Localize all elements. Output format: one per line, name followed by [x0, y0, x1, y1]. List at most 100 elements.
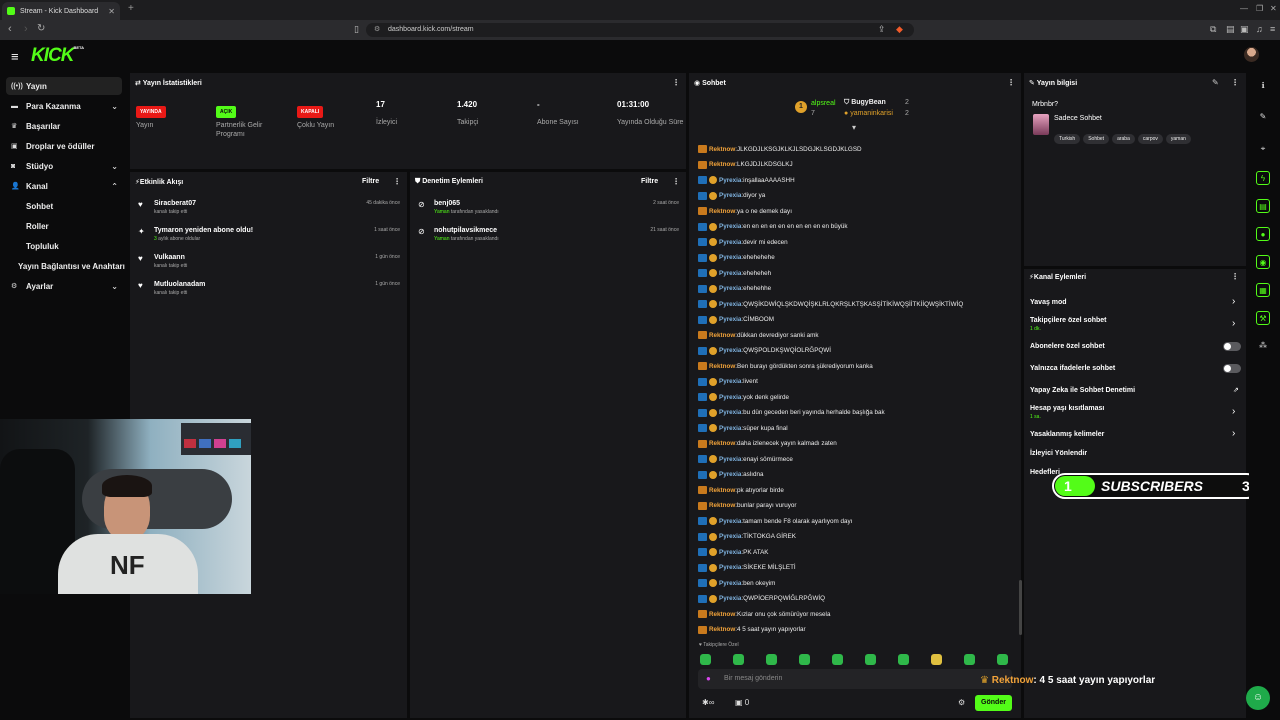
browser-tab[interactable]: Stream - Kick Dashboard ✕: [2, 2, 120, 20]
chat-username[interactable]: Rektnow: [709, 626, 736, 633]
close-window-icon[interactable]: ✕: [1270, 4, 1277, 13]
chat-username[interactable]: Pyrexia: [719, 517, 742, 525]
nav-sohbet[interactable]: Sohbet: [26, 202, 54, 211]
activity-filter-button[interactable]: Filtre: [362, 178, 380, 185]
extensions-icon[interactable]: ⧉: [1210, 24, 1217, 34]
tag[interactable]: Turkish: [1054, 134, 1081, 144]
chat-menu-icon[interactable]: ⋮: [1007, 78, 1015, 87]
chat-username[interactable]: Pyrexia: [719, 254, 742, 261]
gift-sub-icon[interactable]: ✱∞: [702, 698, 715, 707]
chat-username[interactable]: Rektnow: [709, 362, 736, 370]
share-nodes-icon[interactable]: ⁂: [1259, 341, 1267, 350]
moderation-menu-icon[interactable]: ⋮: [672, 177, 680, 186]
tag[interactable]: araba: [1112, 134, 1135, 144]
chat-username[interactable]: Pyrexia: [719, 316, 742, 323]
stream-category[interactable]: Sadece Sohbet: [1054, 115, 1102, 122]
chat-username[interactable]: Pyrexia: [719, 564, 742, 571]
back-icon[interactable]: ‹: [8, 23, 12, 35]
brave-shield-icon[interactable]: ◆: [896, 24, 903, 34]
chevron-right-icon[interactable]: ›: [1232, 428, 1236, 439]
external-link-icon[interactable]: ⇗: [1233, 387, 1239, 394]
chat-username[interactable]: Rektnow: [709, 145, 736, 153]
chat-username[interactable]: Pyrexia: [719, 269, 742, 277]
mic-icon[interactable]: ●: [706, 674, 711, 683]
chat-username[interactable]: Rektnow: [709, 161, 736, 168]
channel-actions-menu-icon[interactable]: ⋮: [1231, 272, 1239, 281]
emote-only-toggle[interactable]: [1223, 364, 1241, 373]
chat-username[interactable]: Pyrexia: [719, 471, 742, 478]
site-info-icon[interactable]: ⚙: [374, 26, 381, 33]
edit-icon[interactable]: ✎: [1212, 78, 1219, 87]
leader-first[interactable]: alpsreal: [811, 100, 836, 107]
points-display[interactable]: ▣ 0: [735, 698, 750, 707]
bookmark-icon[interactable]: ▯: [354, 24, 359, 34]
share-icon[interactable]: ⇪: [878, 24, 886, 34]
chat-username[interactable]: Pyrexia: [719, 176, 742, 184]
emote-icon[interactable]: [964, 654, 975, 665]
chat-username[interactable]: Rektnow: [709, 486, 736, 494]
user-avatar[interactable]: [1244, 47, 1259, 62]
chat-username[interactable]: Pyrexia: [719, 409, 742, 416]
chevron-right-icon[interactable]: ›: [1232, 406, 1236, 417]
minimize-icon[interactable]: —: [1240, 4, 1248, 13]
emote-icon[interactable]: [997, 654, 1008, 665]
pin-icon[interactable]: ▾: [852, 123, 857, 132]
chat-username[interactable]: Rektnow: [709, 207, 736, 215]
chat-input[interactable]: ● Bir mesaj gönderin: [698, 669, 1012, 689]
hamburger-menu-icon[interactable]: ≡: [11, 49, 19, 64]
chevron-right-icon[interactable]: ›: [1232, 318, 1236, 329]
kick-logo[interactable]: KICKBETA: [31, 45, 85, 66]
nav-roller[interactable]: Roller: [26, 222, 49, 231]
nav-studyo[interactable]: ◙ Stüdyo ⌄: [6, 157, 122, 175]
moderation-filter-button[interactable]: Filtre: [641, 178, 659, 185]
forward-icon[interactable]: ›: [24, 23, 28, 35]
chat-username[interactable]: Rektnow: [709, 502, 736, 509]
sidebar-icon[interactable]: ▤: [1226, 24, 1235, 34]
nav-yayin[interactable]: ((•)) Yayın: [6, 77, 122, 95]
nav-topluluk[interactable]: Topluluk: [26, 242, 59, 251]
chat-username[interactable]: Rektnow: [709, 440, 736, 447]
crosshair-icon[interactable]: ⌖: [1260, 144, 1266, 153]
reload-icon[interactable]: ↻: [37, 23, 46, 34]
broadcast-icon[interactable]: ◉: [1256, 255, 1270, 269]
leader-second[interactable]: ⛉ BugyBean: [844, 99, 886, 106]
chat-settings-icon[interactable]: ⚙: [958, 698, 966, 707]
nav-yayin-baglantisi[interactable]: Yayın Bağlantısı ve Anahtarı: [18, 262, 125, 271]
emote-icon[interactable]: [733, 654, 744, 665]
banned-words-action[interactable]: Yasaklanmış kelimeler: [1030, 431, 1105, 438]
chat-username[interactable]: Pyrexia: [719, 579, 742, 587]
storage-icon[interactable]: ▦: [1256, 283, 1270, 297]
goals-action[interactable]: Hedefleri: [1030, 469, 1060, 476]
followers-only-action[interactable]: Takipçilere özel sohbet: [1030, 317, 1107, 324]
account-age-action[interactable]: Hesap yaşı kısıtlaması: [1030, 405, 1105, 412]
nav-ayarlar[interactable]: ⚙ Ayarlar ⌄: [6, 277, 122, 295]
chat-username[interactable]: Pyrexia: [719, 393, 742, 401]
nav-kanal[interactable]: 👤 Kanal ⌃: [6, 177, 122, 195]
new-tab-icon[interactable]: +: [128, 3, 134, 14]
chat-username[interactable]: Pyrexia: [719, 548, 742, 556]
chat-username[interactable]: Pyrexia: [719, 347, 742, 354]
chat-username[interactable]: Rektnow: [709, 331, 736, 339]
activity-menu-icon[interactable]: ⋮: [393, 177, 401, 186]
emote-icon[interactable]: [832, 654, 843, 665]
send-button[interactable]: Gönder: [975, 695, 1012, 711]
chat-username[interactable]: Pyrexia: [719, 455, 742, 463]
chat-username[interactable]: Pyrexia: [719, 238, 742, 246]
chat-username[interactable]: Rektnow: [709, 610, 736, 618]
chat-username[interactable]: Pyrexia: [719, 300, 742, 308]
nav-basarilar[interactable]: ♛ Başarılar: [6, 117, 122, 135]
subs-only-toggle[interactable]: [1223, 342, 1241, 351]
category-thumbnail[interactable]: [1033, 114, 1049, 135]
raid-action[interactable]: İzleyici Yönlendir: [1030, 450, 1088, 457]
nav-droplar[interactable]: ▣ Droplar ve ödüller: [6, 137, 122, 155]
tag[interactable]: Sohbet: [1083, 134, 1110, 144]
chat-username[interactable]: Pyrexia: [719, 192, 742, 199]
tag[interactable]: carpov: [1137, 134, 1163, 144]
slow-mode-action[interactable]: Yavaş mod: [1030, 299, 1067, 306]
document-icon[interactable]: ▤: [1256, 199, 1270, 213]
chat-username[interactable]: Pyrexia: [719, 223, 742, 230]
wrench-icon[interactable]: ⚒: [1256, 311, 1270, 325]
close-tab-icon[interactable]: ✕: [108, 6, 115, 16]
stream-info-menu-icon[interactable]: ⋮: [1231, 78, 1239, 87]
chat-username[interactable]: Pyrexia: [719, 533, 742, 540]
